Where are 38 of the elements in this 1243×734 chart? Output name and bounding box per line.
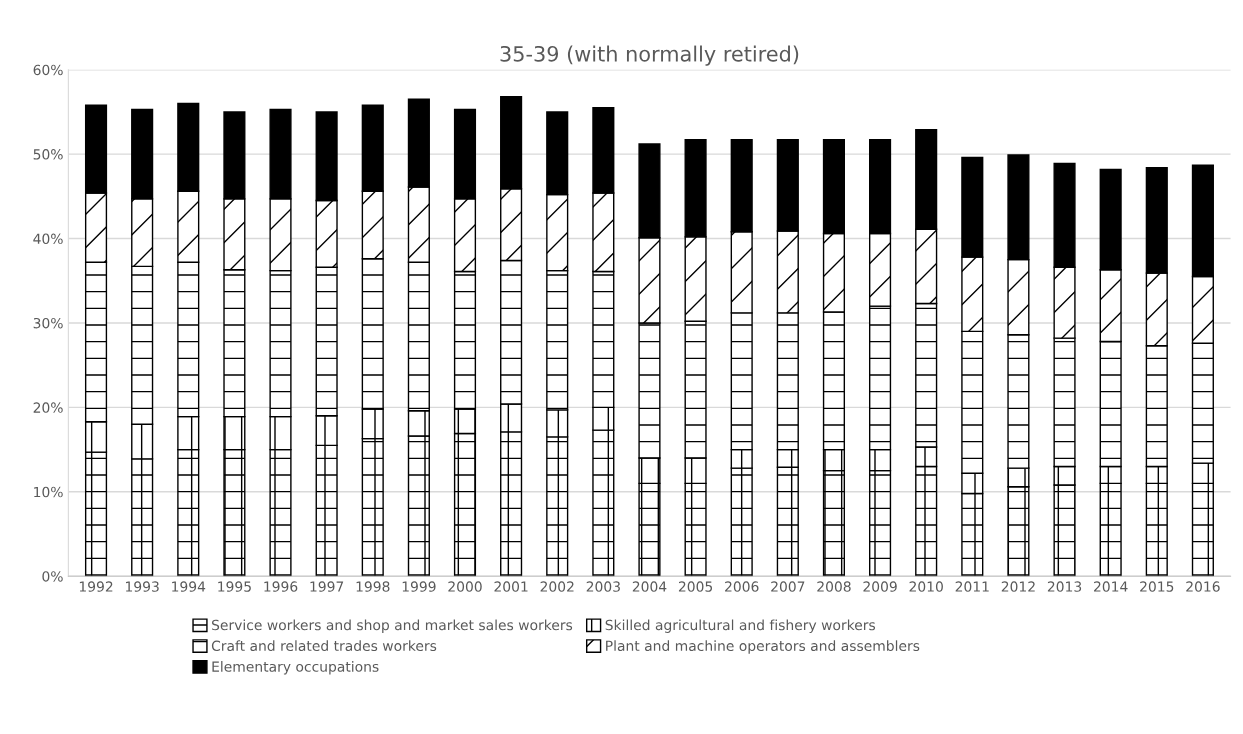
x-tick-label: 1996 (264, 581, 298, 592)
y-tick-label: 50% (33, 149, 63, 160)
legend-label: Plant and machine operators and assemblers (606, 640, 920, 654)
x-tick-label: 2012 (1001, 581, 1035, 592)
legend-label: Service workers and shop and market sales workers (212, 619, 573, 633)
x-tick-label: 2000 (448, 581, 482, 592)
y-tick-label: 40% (33, 233, 63, 245)
y-tick-label: 10% (34, 486, 63, 498)
y-tick-label: 30% (33, 317, 63, 329)
x-tick-label: 2010 (909, 581, 943, 592)
x-tick-label: 2006 (725, 581, 759, 592)
y-tick-label: 60% (33, 64, 63, 76)
legend-label: Skilled agricultural and fishery workers (605, 619, 876, 633)
x-tick-label: 1992 (79, 581, 113, 592)
x-tick-label: 2013 (1047, 581, 1082, 592)
x-tick-label: 1997 (310, 581, 344, 592)
y-tick-label: 20% (33, 402, 63, 413)
x-tick-label: 1995 (218, 581, 251, 592)
y-tick-label: 0% (42, 571, 63, 582)
x-tick-label: 2014 (1094, 581, 1128, 592)
chart-title: 35-39 (with normally retired) (500, 45, 799, 66)
x-tick-label: 2004 (632, 581, 667, 592)
legend-label: Craft and related trades workers (211, 640, 437, 652)
x-tick-label: 2015 (1140, 581, 1174, 592)
legend-label: Elementary occupations (212, 661, 379, 675)
x-tick-label: 2001 (494, 581, 528, 592)
x-tick-label: 2011 (955, 581, 989, 592)
x-tick-label: 2016 (1186, 581, 1220, 592)
x-tick-label: 1998 (356, 581, 390, 592)
x-tick-label: 1994 (172, 581, 206, 592)
x-tick-label: 2008 (817, 581, 851, 592)
x-tick-label: 1993 (126, 581, 159, 592)
x-tick-label: 2002 (540, 581, 574, 592)
x-tick-label: 2005 (678, 581, 713, 592)
x-tick-label: 1999 (402, 581, 436, 592)
x-tick-label: 2007 (771, 581, 805, 592)
x-tick-label: 2009 (863, 581, 897, 592)
x-tick-label: 2003 (586, 581, 620, 592)
